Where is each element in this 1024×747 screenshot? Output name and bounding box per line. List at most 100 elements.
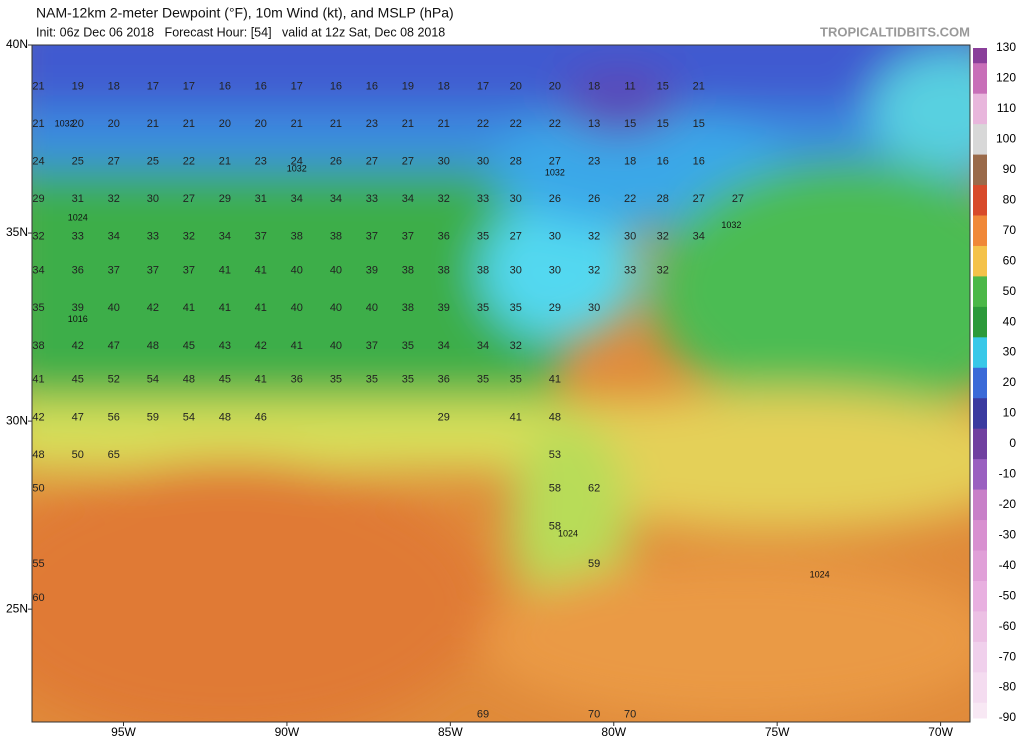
dewpoint-label: 36	[72, 265, 84, 277]
dewpoint-label: 35	[402, 374, 414, 386]
dewpoint-label: 27	[366, 156, 378, 168]
colorbar-label: 100	[996, 132, 1016, 146]
dewpoint-label: 35	[510, 374, 522, 386]
colorbar-label: 30	[1003, 345, 1017, 359]
dewpoint-label: 69	[477, 708, 489, 720]
colorbar-swatch	[973, 63, 987, 95]
dewpoint-label: 48	[219, 411, 231, 423]
dewpoint-label: 41	[219, 265, 231, 277]
colorbar-swatch	[973, 185, 987, 216]
dewpoint-label: 34	[693, 231, 705, 243]
dewpoint-label: 43	[219, 340, 231, 352]
dewpoint-label: 32	[108, 193, 120, 205]
colorbar-swatch	[973, 702, 987, 719]
dewpoint-label: 30	[549, 231, 561, 243]
dewpoint-label: 32	[657, 231, 669, 243]
dewpoint-label: 41	[255, 265, 267, 277]
dewpoint-label: 34	[108, 231, 120, 243]
dewpoint-label: 15	[657, 118, 669, 130]
dewpoint-label: 41	[183, 302, 195, 314]
dewpoint-label: 30	[510, 193, 522, 205]
dewpoint-label: 34	[402, 193, 414, 205]
title: NAM-12km 2-meter Dewpoint (°F), 10m Wind…	[36, 5, 454, 21]
dewpoint-label: 35	[477, 374, 489, 386]
dewpoint-label: 35	[32, 302, 44, 314]
dewpoint-label: 36	[438, 374, 450, 386]
dewpoint-label: 38	[291, 231, 303, 243]
lon-label: 75W	[765, 725, 790, 739]
site: TROPICALTIDBITS.COM	[820, 24, 970, 39]
dewpoint-label: 18	[624, 156, 636, 168]
colorbar-label: 80	[1003, 192, 1017, 206]
colorbar-swatch	[973, 48, 987, 64]
subtitle: Init: 06z Dec 06 2018 Forecast Hour: [54…	[36, 25, 445, 39]
colorbar-swatch	[973, 306, 987, 338]
dewpoint-label: 37	[183, 265, 195, 277]
dewpoint-label: 48	[32, 449, 44, 461]
dewpoint-label: 33	[477, 193, 489, 205]
dewpoint-label: 29	[32, 193, 44, 205]
dewpoint-label: 36	[438, 231, 450, 243]
dewpoint-label: 34	[219, 231, 231, 243]
dewpoint-label: 18	[588, 80, 600, 92]
dewpoint-label: 11	[624, 80, 635, 92]
dewpoint-label: 34	[291, 193, 303, 205]
colorbar-swatch	[973, 489, 987, 521]
dewpoint-label: 22	[477, 118, 489, 130]
dewpoint-label: 30	[624, 231, 636, 243]
dewpoint-label: 65	[108, 449, 120, 461]
colorbar-swatch	[973, 428, 987, 460]
colorbar-swatch	[973, 641, 987, 673]
dewpoint-label: 33	[366, 193, 378, 205]
dewpoint-label: 21	[183, 118, 195, 130]
dewpoint-label: 36	[291, 374, 303, 386]
dewpoint-label: 50	[72, 449, 84, 461]
colorbar-swatch	[973, 459, 987, 491]
dewpoint-label: 41	[510, 411, 522, 423]
colorbar-swatch	[973, 398, 987, 430]
colorbar-swatch	[973, 215, 987, 247]
dewpoint-label: 56	[108, 411, 120, 423]
isobar-label: 1032	[55, 118, 75, 128]
dewpoint-label: 38	[477, 265, 489, 277]
dewpoint-label: 48	[147, 340, 159, 352]
dewpoint-label: 20	[72, 118, 84, 130]
dewpoint-label: 58	[549, 520, 561, 532]
dewpoint-label: 30	[438, 156, 450, 168]
colorbar-swatch	[973, 245, 987, 277]
dewpoint-label: 41	[32, 374, 44, 386]
isobar-label: 1032	[287, 163, 307, 173]
dewpoint-label: 22	[183, 156, 195, 168]
dewpoint-label: 35	[477, 231, 489, 243]
dewpoint-label: 35	[402, 340, 414, 352]
dewpoint-label: 40	[291, 265, 303, 277]
dewpoint-label: 30	[147, 193, 159, 205]
colorbar-label: 60	[1003, 253, 1017, 267]
dewpoint-label: 30	[549, 265, 561, 277]
dewpoint-label: 41	[549, 374, 561, 386]
dewpoint-label: 30	[477, 156, 489, 168]
dewpoint-label: 37	[108, 265, 120, 277]
dewpoint-label: 55	[32, 558, 44, 570]
isobar-label: 1024	[68, 212, 88, 222]
dewpoint-label: 37	[255, 231, 267, 243]
dewpoint-label: 28	[510, 156, 522, 168]
dewpoint-label: 20	[255, 118, 267, 130]
dewpoint-label: 32	[588, 231, 600, 243]
colorbar-label: 130	[996, 40, 1016, 54]
dewpoint-label: 24	[291, 156, 303, 168]
colorbar-label: 40	[1003, 314, 1017, 328]
dewpoint-label: 50	[32, 483, 44, 495]
dewpoint-label: 15	[624, 118, 636, 130]
dewpoint-label: 45	[219, 374, 231, 386]
dewpoint-label: 16	[255, 80, 267, 92]
dewpoint-label: 58	[549, 483, 561, 495]
isobar-label: 1024	[558, 528, 578, 538]
dewpoint-label: 16	[330, 80, 342, 92]
colorbar-label: -60	[999, 619, 1017, 633]
dewpoint-label: 30	[510, 265, 522, 277]
dewpoint-label: 48	[549, 411, 561, 423]
dewpoint-label: 33	[624, 265, 636, 277]
